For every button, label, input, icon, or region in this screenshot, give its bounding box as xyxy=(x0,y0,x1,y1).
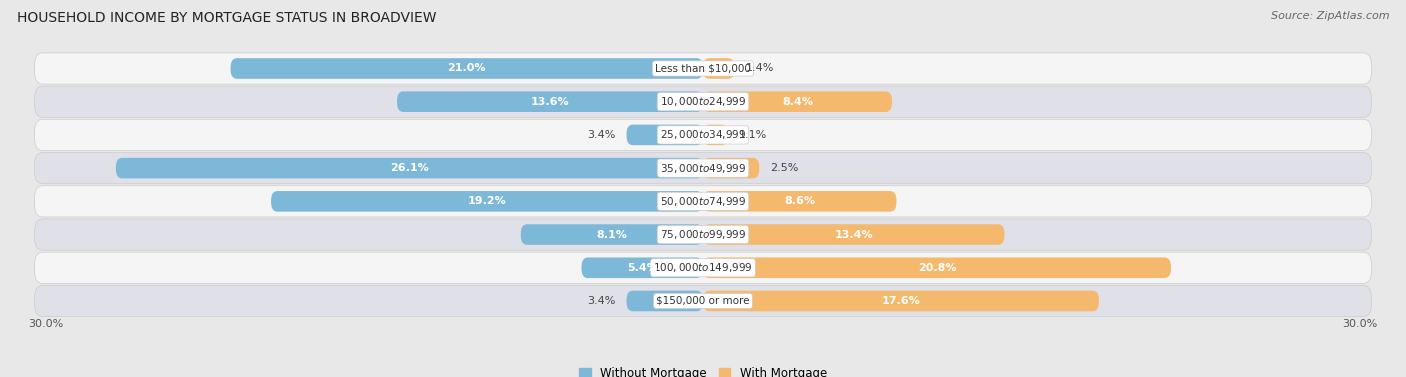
Text: 26.1%: 26.1% xyxy=(389,163,429,173)
Text: 30.0%: 30.0% xyxy=(1343,319,1378,329)
FancyBboxPatch shape xyxy=(703,158,759,178)
Text: $25,000 to $34,999: $25,000 to $34,999 xyxy=(659,129,747,141)
Text: 19.2%: 19.2% xyxy=(468,196,506,206)
Text: 5.4%: 5.4% xyxy=(627,263,658,273)
Text: 21.0%: 21.0% xyxy=(447,63,486,74)
FancyBboxPatch shape xyxy=(35,186,1371,217)
FancyBboxPatch shape xyxy=(703,191,897,211)
FancyBboxPatch shape xyxy=(396,91,703,112)
Text: $150,000 or more: $150,000 or more xyxy=(657,296,749,306)
Text: 1.4%: 1.4% xyxy=(745,63,775,74)
FancyBboxPatch shape xyxy=(35,285,1371,317)
Text: 2.5%: 2.5% xyxy=(770,163,799,173)
FancyBboxPatch shape xyxy=(627,291,703,311)
FancyBboxPatch shape xyxy=(35,219,1371,250)
Text: $75,000 to $99,999: $75,000 to $99,999 xyxy=(659,228,747,241)
Text: 3.4%: 3.4% xyxy=(586,130,616,140)
Text: 8.4%: 8.4% xyxy=(782,97,813,107)
FancyBboxPatch shape xyxy=(35,153,1371,184)
Text: 3.4%: 3.4% xyxy=(586,296,616,306)
Text: 30.0%: 30.0% xyxy=(28,319,63,329)
Text: 8.6%: 8.6% xyxy=(785,196,815,206)
FancyBboxPatch shape xyxy=(627,125,703,145)
Text: 20.8%: 20.8% xyxy=(918,263,956,273)
FancyBboxPatch shape xyxy=(231,58,703,79)
FancyBboxPatch shape xyxy=(703,91,891,112)
Legend: Without Mortgage, With Mortgage: Without Mortgage, With Mortgage xyxy=(579,367,827,377)
Text: HOUSEHOLD INCOME BY MORTGAGE STATUS IN BROADVIEW: HOUSEHOLD INCOME BY MORTGAGE STATUS IN B… xyxy=(17,11,436,25)
FancyBboxPatch shape xyxy=(35,252,1371,284)
FancyBboxPatch shape xyxy=(703,291,1099,311)
Text: Source: ZipAtlas.com: Source: ZipAtlas.com xyxy=(1271,11,1389,21)
FancyBboxPatch shape xyxy=(703,58,734,79)
Text: 17.6%: 17.6% xyxy=(882,296,921,306)
FancyBboxPatch shape xyxy=(703,125,728,145)
Text: $10,000 to $24,999: $10,000 to $24,999 xyxy=(659,95,747,108)
Text: $50,000 to $74,999: $50,000 to $74,999 xyxy=(659,195,747,208)
Text: $100,000 to $149,999: $100,000 to $149,999 xyxy=(654,261,752,274)
FancyBboxPatch shape xyxy=(703,257,1171,278)
FancyBboxPatch shape xyxy=(35,119,1371,150)
Text: 13.6%: 13.6% xyxy=(530,97,569,107)
FancyBboxPatch shape xyxy=(520,224,703,245)
Text: 13.4%: 13.4% xyxy=(834,230,873,239)
FancyBboxPatch shape xyxy=(703,224,1004,245)
FancyBboxPatch shape xyxy=(582,257,703,278)
FancyBboxPatch shape xyxy=(35,86,1371,117)
Text: 8.1%: 8.1% xyxy=(596,230,627,239)
FancyBboxPatch shape xyxy=(115,158,703,178)
FancyBboxPatch shape xyxy=(271,191,703,211)
FancyBboxPatch shape xyxy=(35,53,1371,84)
Text: 1.1%: 1.1% xyxy=(740,130,768,140)
Text: $35,000 to $49,999: $35,000 to $49,999 xyxy=(659,162,747,175)
Text: Less than $10,000: Less than $10,000 xyxy=(655,63,751,74)
